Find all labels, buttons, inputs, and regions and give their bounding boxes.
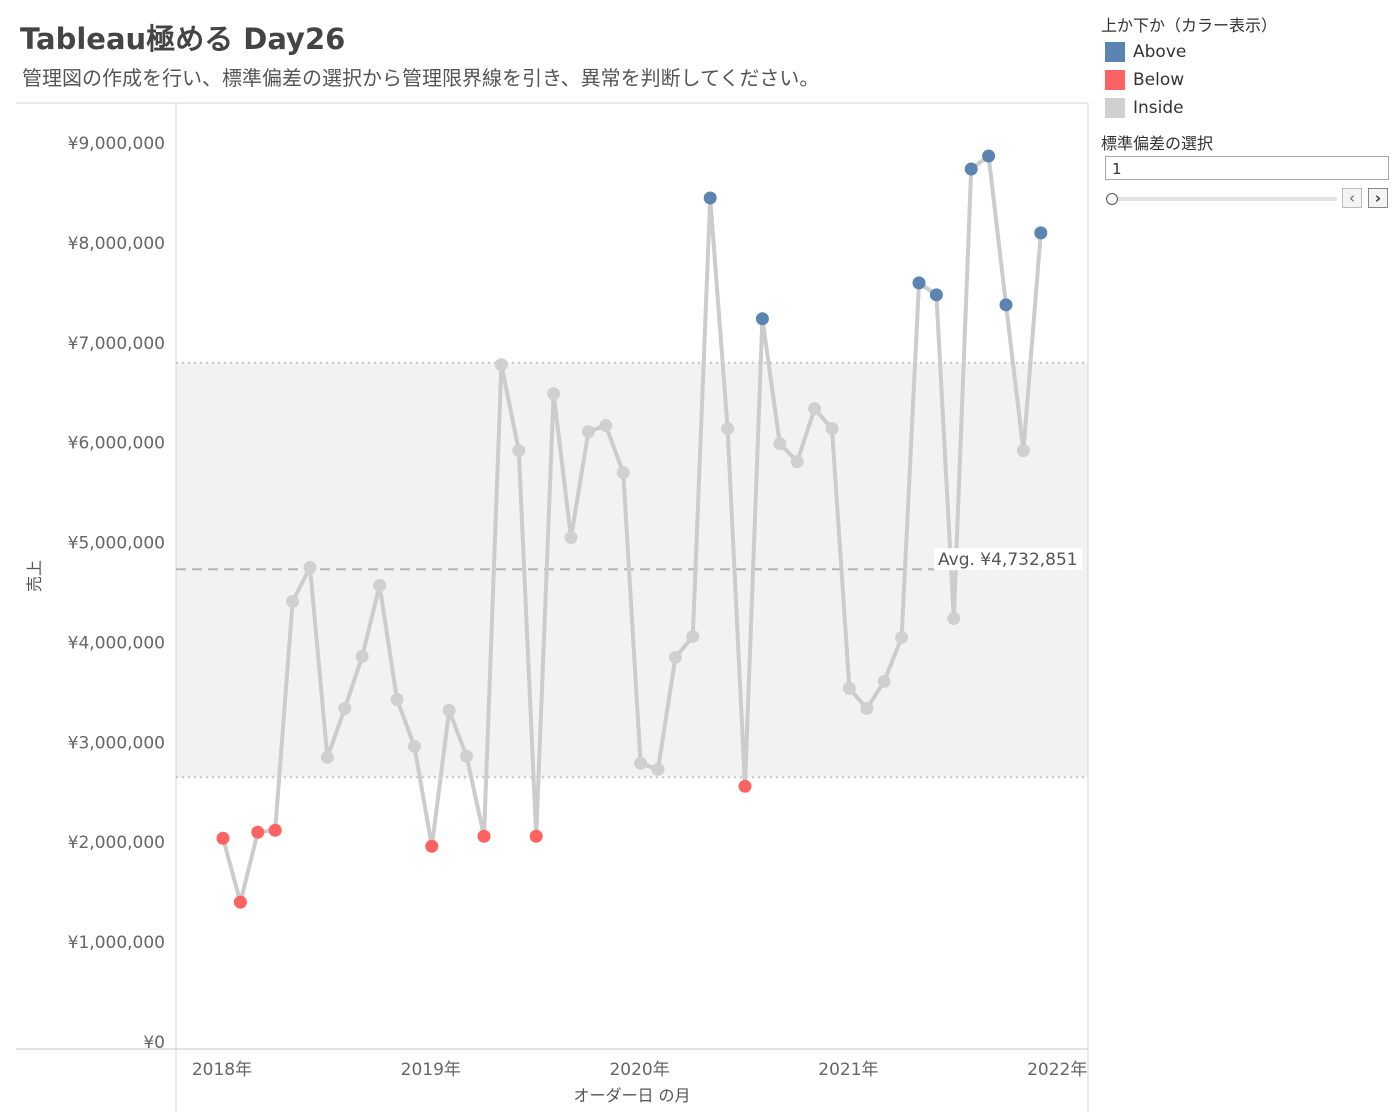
data-point-below[interactable] <box>216 831 230 845</box>
data-point-below[interactable] <box>233 895 247 909</box>
data-point-below[interactable] <box>251 825 265 839</box>
page-title: Tableau極める Day26 <box>20 22 346 56</box>
y-tick-label: ¥0 <box>143 1033 165 1053</box>
data-point-inside[interactable] <box>460 749 474 763</box>
data-points <box>216 149 1048 909</box>
data-point-inside[interactable] <box>668 650 682 664</box>
data-point-inside[interactable] <box>547 387 561 401</box>
step-next-button[interactable]: › <box>1368 188 1388 208</box>
page-subtitle: 管理図の作成を行い、標準偏差の選択から管理限界線を引き、異常を判断してください。 <box>22 66 820 90</box>
data-point-inside[interactable] <box>338 701 352 715</box>
legend-title: 上か下か（カラー表示） <box>1101 16 1278 35</box>
data-point-inside[interactable] <box>616 466 630 480</box>
color-legend: 上か下か（カラー表示） Above Below Inside 標準偏差の選択 1… <box>1101 14 1391 208</box>
data-point-inside[interactable] <box>581 425 595 439</box>
x-tick-label: 2022年 <box>1027 1060 1087 1080</box>
data-point-above[interactable] <box>703 191 717 205</box>
data-point-below[interactable] <box>738 779 752 793</box>
y-tick-label: ¥8,000,000 <box>68 234 165 254</box>
x-tick-label: 2018年 <box>192 1060 252 1080</box>
y-tick-label: ¥7,000,000 <box>68 334 165 354</box>
data-point-inside[interactable] <box>512 444 526 458</box>
data-point-inside[interactable] <box>407 739 421 753</box>
data-point-inside[interactable] <box>286 594 300 608</box>
data-point-below[interactable] <box>268 823 282 837</box>
data-point-inside[interactable] <box>790 455 804 469</box>
data-point-above[interactable] <box>929 288 943 302</box>
legend-swatch-below <box>1105 70 1125 90</box>
step-prev-button[interactable]: ‹ <box>1342 188 1362 208</box>
data-point-inside[interactable] <box>860 701 874 715</box>
legend-swatch-inside <box>1105 98 1125 118</box>
data-point-inside[interactable] <box>721 422 735 436</box>
data-point-above[interactable] <box>912 276 926 290</box>
y-axis-title: 売上 <box>25 560 44 592</box>
chevron-left-icon: ‹ <box>1349 189 1355 207</box>
average-label: Avg. ¥4,732,851 <box>938 550 1078 570</box>
legend-label-above: Above <box>1133 42 1187 62</box>
legend-item-inside[interactable]: Inside <box>1101 94 1391 122</box>
data-point-inside[interactable] <box>877 674 891 688</box>
y-tick-label: ¥1,000,000 <box>68 933 165 953</box>
data-point-inside[interactable] <box>494 358 508 372</box>
data-point-inside[interactable] <box>564 531 578 545</box>
x-axis-title: オーダー日 の月 <box>573 1086 690 1105</box>
data-point-inside[interactable] <box>686 629 700 643</box>
std-dev-slider[interactable]: ‹ › <box>1101 184 1391 208</box>
chevron-right-icon: › <box>1374 189 1382 207</box>
y-tick-label: ¥4,000,000 <box>68 633 165 653</box>
data-point-inside[interactable] <box>895 630 909 644</box>
slider-handle[interactable] <box>1106 193 1118 205</box>
data-point-above[interactable] <box>982 149 996 163</box>
x-tick-label: 2020年 <box>609 1060 669 1080</box>
data-point-inside[interactable] <box>634 756 648 770</box>
data-point-below[interactable] <box>425 839 439 853</box>
average-label-bg <box>934 548 1082 571</box>
data-point-inside[interactable] <box>1016 444 1030 458</box>
data-point-inside[interactable] <box>651 762 665 776</box>
x-tick-label: 2019年 <box>401 1060 461 1080</box>
series-line <box>221 154 1043 905</box>
legend-item-below[interactable]: Below <box>1101 66 1391 94</box>
y-tick-labels: ¥0 ¥1,000,000 ¥2,000,000 ¥3,000,000 ¥4,000,0… <box>68 134 165 1053</box>
legend-label-inside: Inside <box>1133 98 1184 118</box>
data-point-above[interactable] <box>964 162 978 176</box>
data-point-inside[interactable] <box>320 750 334 764</box>
data-point-inside[interactable] <box>303 561 317 575</box>
data-point-above[interactable] <box>999 298 1013 312</box>
data-point-inside[interactable] <box>373 579 387 593</box>
data-point-above[interactable] <box>755 312 769 326</box>
data-point-inside[interactable] <box>355 649 369 663</box>
legend-swatch-above <box>1105 42 1125 62</box>
data-point-above[interactable] <box>1034 226 1048 240</box>
data-point-below[interactable] <box>529 829 543 843</box>
y-tick-label: ¥3,000,000 <box>68 733 165 753</box>
data-point-below[interactable] <box>477 829 491 843</box>
data-point-inside[interactable] <box>599 419 613 433</box>
legend-label-below: Below <box>1133 70 1185 90</box>
x-tick-labels: 2018年 2019年 2020年 2021年 2022年 <box>192 1060 1087 1080</box>
y-tick-label: ¥5,000,000 <box>68 534 165 554</box>
data-point-inside[interactable] <box>842 681 856 695</box>
data-point-inside[interactable] <box>825 422 839 436</box>
std-dev-input[interactable]: 1 <box>1105 156 1389 180</box>
y-tick-label: ¥6,000,000 <box>68 434 165 454</box>
parameter-title: 標準偏差の選択 <box>1101 134 1214 153</box>
data-point-inside[interactable] <box>773 437 787 451</box>
y-tick-label: ¥2,000,000 <box>68 833 165 853</box>
y-tick-label: ¥9,000,000 <box>68 134 165 154</box>
slider-track[interactable] <box>1111 197 1337 201</box>
data-point-inside[interactable] <box>390 692 404 706</box>
x-tick-label: 2021年 <box>818 1060 878 1080</box>
data-point-inside[interactable] <box>808 402 822 416</box>
legend-item-above[interactable]: Above <box>1101 38 1391 66</box>
data-point-inside[interactable] <box>442 703 456 717</box>
data-point-inside[interactable] <box>947 611 961 625</box>
